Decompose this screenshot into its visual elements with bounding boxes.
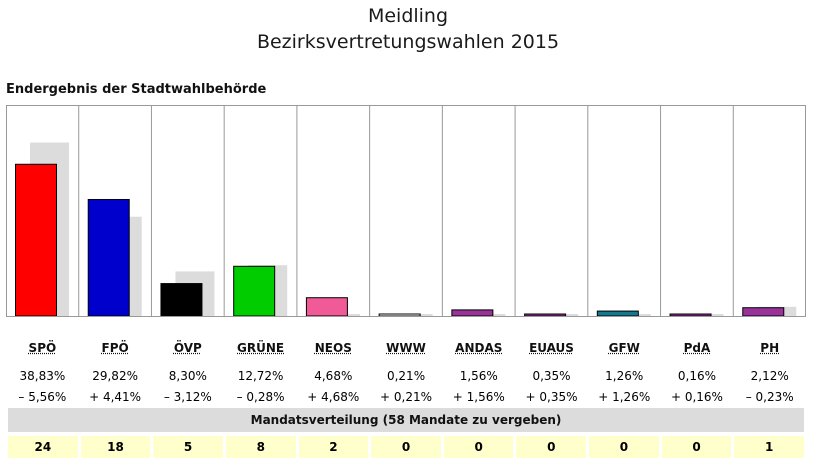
party-name-link[interactable]: FPÖ: [101, 341, 129, 355]
change-label: + 4,68%: [307, 390, 360, 404]
change-label: + 4,41%: [89, 390, 142, 404]
value-label: 12,72%: [237, 369, 284, 383]
mandate-count: 8: [225, 436, 296, 458]
change-label: + 0,21%: [380, 390, 433, 404]
result-bar: [378, 313, 421, 317]
change-label: – 5,56%: [18, 390, 67, 404]
result-bar: [160, 283, 203, 317]
result-bar: [233, 265, 276, 317]
party-name-link[interactable]: GRÜNE: [237, 341, 285, 355]
mandate-header: Mandatsverteilung (58 Mandate zu vergebe…: [8, 408, 804, 432]
party-name-link[interactable]: PH: [760, 341, 780, 355]
value-label: 38,83%: [19, 369, 66, 383]
change-label: + 1,26%: [598, 390, 651, 404]
value-label: 29,82%: [92, 369, 138, 383]
party-names-row: SPÖ FPÖ ÖVP GRÜNE NEOS WWW ANDAS EUAUS GFW PdA PH: [6, 341, 806, 355]
value-label: 8,30%: [168, 369, 207, 383]
party-name-link[interactable]: SPÖ: [28, 341, 57, 355]
value-label: 0,35%: [532, 369, 571, 383]
mandates-row: 24 18 5 8 2 0 0 0 0 0 1: [8, 436, 805, 458]
mandate-count: 0: [443, 436, 514, 458]
section-title: Endergebnis der Stadtwahlbehörde: [6, 82, 267, 97]
mandate-count: 5: [153, 436, 223, 458]
party-name-link[interactable]: PdA: [683, 341, 711, 355]
value-label: 1,56%: [459, 369, 498, 383]
result-bar: [596, 310, 639, 317]
value-label: 2,12%: [750, 369, 789, 383]
mandate-count: 2: [298, 436, 369, 458]
party-name-link[interactable]: NEOS: [314, 341, 352, 355]
mandate-count: 0: [661, 436, 732, 458]
party-name-link[interactable]: ÖVP: [173, 341, 202, 355]
percent-row: 38,83% 29,82% 8,30% 12,72% 4,68% 0,21% 1,56% 0,…: [6, 369, 806, 383]
value-label: 0,16%: [677, 369, 717, 383]
mandate-count: 18: [80, 436, 151, 458]
change-label: – 0,23%: [745, 390, 794, 404]
chart-title: Meidling: [367, 5, 449, 27]
change-label: + 0,16%: [670, 390, 723, 404]
change-label: – 0,28%: [236, 390, 285, 404]
mandate-count: 0: [589, 436, 659, 458]
value-label: 4,68%: [314, 369, 353, 383]
result-bar: [451, 309, 494, 317]
result-bar: [742, 307, 785, 317]
mandate-count: 24: [8, 436, 78, 458]
result-bar: [305, 297, 348, 317]
party-name-link[interactable]: EUAUS: [529, 341, 574, 355]
result-bar: [15, 163, 57, 317]
party-name-link[interactable]: WWW: [386, 341, 426, 355]
party-name-link[interactable]: ANDAS: [455, 341, 503, 355]
mandate-count: 1: [734, 436, 805, 458]
change-label: + 0,35%: [525, 390, 578, 404]
change-row: – 5,56% + 4,41% – 3,12% – 0,28% + 4,68% + 0,2…: [6, 390, 806, 404]
result-bar: [524, 313, 567, 317]
change-label: – 3,12%: [163, 390, 212, 404]
change-label: + 1,56%: [452, 390, 505, 404]
result-bar: [669, 313, 712, 317]
mandate-count: 0: [516, 436, 587, 458]
bar-chart: [6, 105, 806, 317]
party-name-link[interactable]: GFW: [608, 341, 640, 355]
result-bar: [87, 198, 130, 317]
value-label: 0,21%: [386, 369, 426, 383]
value-label: 1,26%: [605, 369, 644, 383]
chart-frame: [6, 105, 806, 317]
chart-subtitle: Bezirksvertretungswahlen 2015: [256, 31, 560, 53]
mandate-count: 0: [371, 436, 441, 458]
